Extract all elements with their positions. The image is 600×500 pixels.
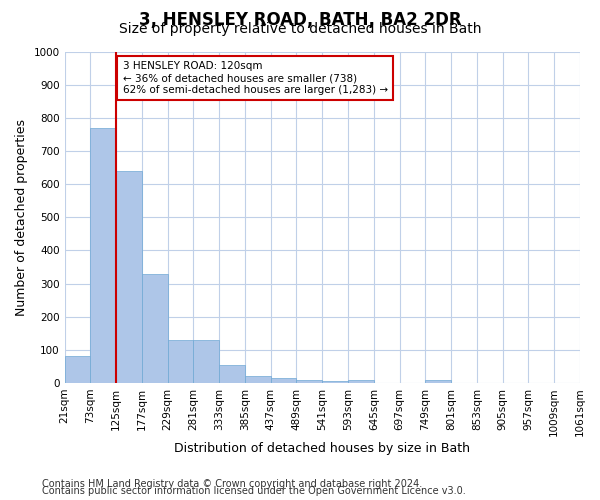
- Bar: [142, 274, 167, 383]
- Bar: [219, 364, 245, 383]
- Text: 3 HENSLEY ROAD: 120sqm
← 36% of detached houses are smaller (738)
62% of semi-de: 3 HENSLEY ROAD: 120sqm ← 36% of detached…: [122, 62, 388, 94]
- Bar: [193, 340, 219, 383]
- Bar: [425, 380, 451, 383]
- Bar: [322, 380, 348, 383]
- Y-axis label: Number of detached properties: Number of detached properties: [15, 118, 28, 316]
- Bar: [91, 128, 116, 383]
- Text: Contains HM Land Registry data © Crown copyright and database right 2024.: Contains HM Land Registry data © Crown c…: [42, 479, 422, 489]
- Text: Contains public sector information licensed under the Open Government Licence v3: Contains public sector information licen…: [42, 486, 466, 496]
- Text: 3, HENSLEY ROAD, BATH, BA2 2DR: 3, HENSLEY ROAD, BATH, BA2 2DR: [139, 12, 461, 30]
- X-axis label: Distribution of detached houses by size in Bath: Distribution of detached houses by size …: [174, 442, 470, 455]
- Bar: [296, 380, 322, 383]
- Bar: [271, 378, 296, 383]
- Bar: [116, 171, 142, 383]
- Bar: [65, 356, 91, 383]
- Text: Size of property relative to detached houses in Bath: Size of property relative to detached ho…: [119, 22, 481, 36]
- Bar: [348, 380, 374, 383]
- Bar: [167, 340, 193, 383]
- Bar: [245, 376, 271, 383]
